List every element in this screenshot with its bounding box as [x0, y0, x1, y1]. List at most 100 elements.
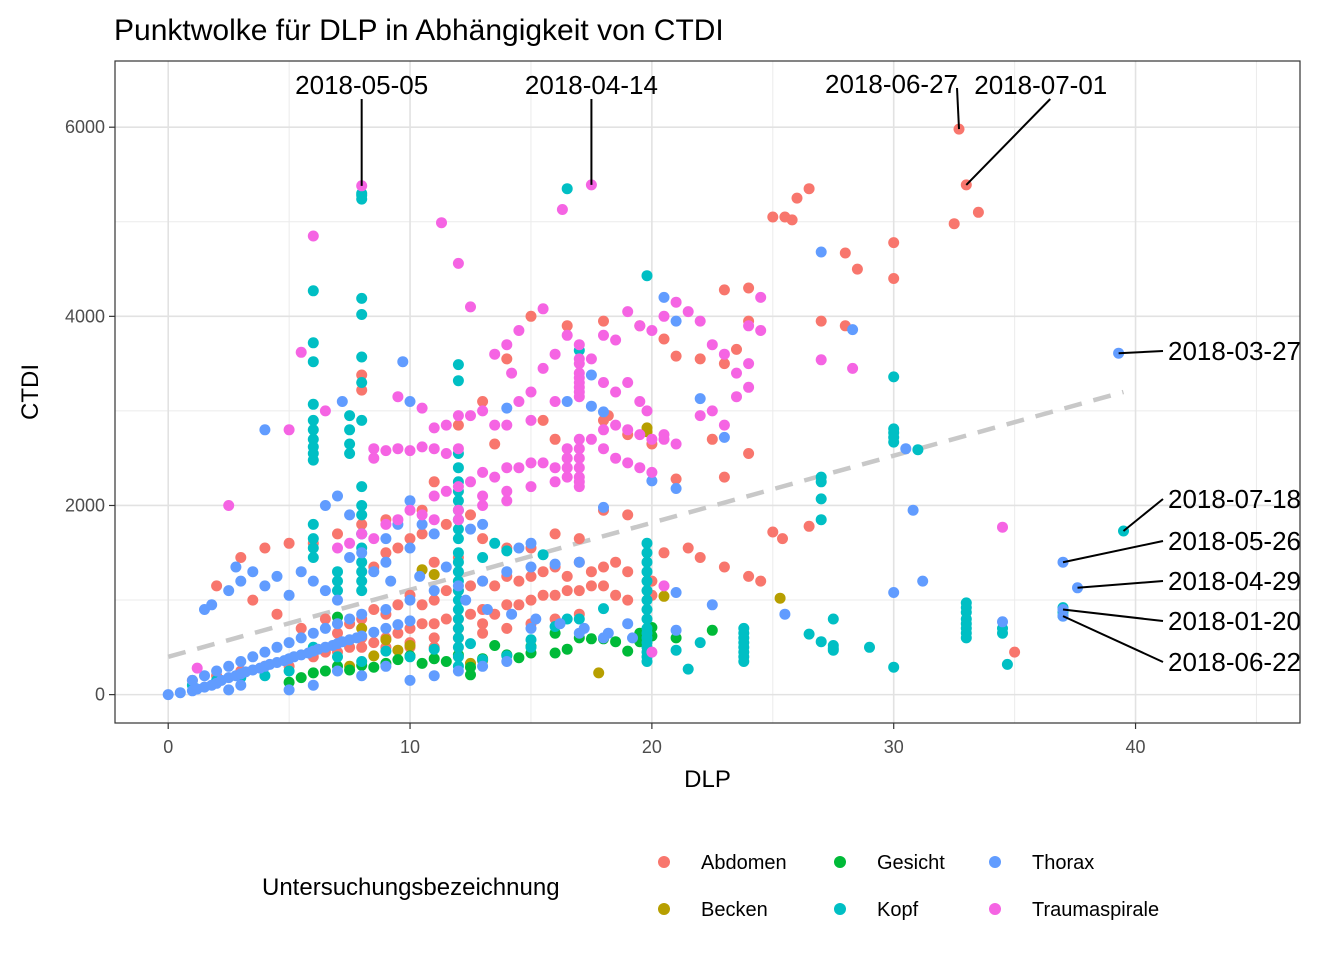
- data-point: [452, 375, 464, 387]
- data-point: [247, 651, 259, 663]
- data-point: [706, 339, 718, 351]
- legend-key: [834, 903, 846, 915]
- data-point: [694, 410, 706, 422]
- data-point: [646, 646, 658, 658]
- data-point: [477, 533, 489, 545]
- data-point: [549, 396, 561, 407]
- data-point: [452, 641, 464, 653]
- data-point: [847, 362, 859, 374]
- data-point: [738, 656, 750, 667]
- data-point: [428, 514, 440, 526]
- data-point: [622, 424, 634, 436]
- data-point: [815, 476, 827, 488]
- data-point: [380, 533, 392, 545]
- data-point: [223, 500, 235, 511]
- data-point: [307, 230, 319, 242]
- data-point: [598, 443, 609, 455]
- data-point: [404, 396, 416, 407]
- data-point: [815, 246, 827, 258]
- data-point: [307, 542, 319, 554]
- data-point: [380, 547, 392, 559]
- data-point: [211, 665, 223, 677]
- data-point: [578, 622, 590, 634]
- data-point: [440, 613, 452, 625]
- data-point: [477, 552, 489, 563]
- data-point: [743, 320, 755, 332]
- data-point: [602, 627, 614, 639]
- data-point: [670, 587, 682, 598]
- data-point: [658, 310, 670, 322]
- data-point: [694, 315, 706, 327]
- data-point: [259, 580, 271, 592]
- data-point: [670, 438, 682, 450]
- data-point: [682, 306, 694, 318]
- data-point: [585, 400, 597, 412]
- data-point: [452, 359, 464, 371]
- data-point: [743, 381, 755, 393]
- data-point: [440, 518, 452, 530]
- data-point: [416, 599, 428, 611]
- data-point: [658, 590, 670, 602]
- data-point: [513, 462, 525, 474]
- data-point: [585, 179, 597, 191]
- data-point: [223, 660, 235, 672]
- legend-key: [658, 903, 670, 915]
- data-point: [501, 566, 513, 578]
- data-point: [356, 414, 368, 426]
- data-point: [295, 346, 307, 358]
- data-point: [428, 443, 440, 455]
- data-point: [174, 687, 186, 699]
- data-point: [332, 618, 343, 630]
- data-point: [1001, 658, 1013, 670]
- data-point: [380, 622, 392, 634]
- data-point: [380, 660, 392, 672]
- y-tick-label: 0: [95, 685, 105, 705]
- data-point: [525, 594, 537, 606]
- x-tick-label: 10: [400, 737, 420, 757]
- data-point: [525, 386, 537, 398]
- data-point: [465, 580, 476, 592]
- data-point: [561, 462, 573, 474]
- data-point: [525, 561, 537, 573]
- data-point: [283, 676, 295, 688]
- data-point: [682, 542, 694, 554]
- data-point: [356, 377, 368, 388]
- data-point: [549, 528, 561, 540]
- data-point: [827, 644, 839, 656]
- data-point: [815, 636, 827, 648]
- data-point: [452, 523, 464, 535]
- data-point: [452, 622, 464, 634]
- data-point: [622, 509, 634, 521]
- data-point: [634, 462, 646, 474]
- data-point: [392, 443, 404, 455]
- data-point: [953, 123, 965, 135]
- data-point: [307, 454, 319, 466]
- data-point: [307, 575, 319, 587]
- data-point: [755, 291, 767, 303]
- data-point: [452, 604, 464, 615]
- trend-line-path: [167, 389, 1125, 659]
- data-point: [206, 599, 218, 611]
- data-point: [440, 585, 452, 597]
- data-point: [622, 306, 634, 318]
- data-point: [477, 490, 489, 502]
- data-point: [307, 667, 319, 679]
- data-point: [641, 270, 653, 282]
- data-point: [319, 585, 331, 597]
- data-point: [416, 509, 428, 521]
- data-point: [404, 651, 416, 663]
- data-point: [428, 556, 440, 568]
- data-point: [283, 537, 295, 549]
- data-point: [646, 433, 658, 445]
- data-point: [465, 638, 476, 650]
- x-tick-label: 30: [884, 737, 904, 757]
- data-point: [344, 537, 356, 549]
- data-point: [356, 656, 368, 667]
- data-point: [610, 419, 622, 431]
- data-point: [573, 358, 585, 370]
- data-point: [356, 556, 368, 568]
- data-point: [307, 533, 319, 545]
- data-point: [416, 441, 428, 453]
- data-point: [888, 661, 900, 673]
- data-point: [598, 603, 609, 615]
